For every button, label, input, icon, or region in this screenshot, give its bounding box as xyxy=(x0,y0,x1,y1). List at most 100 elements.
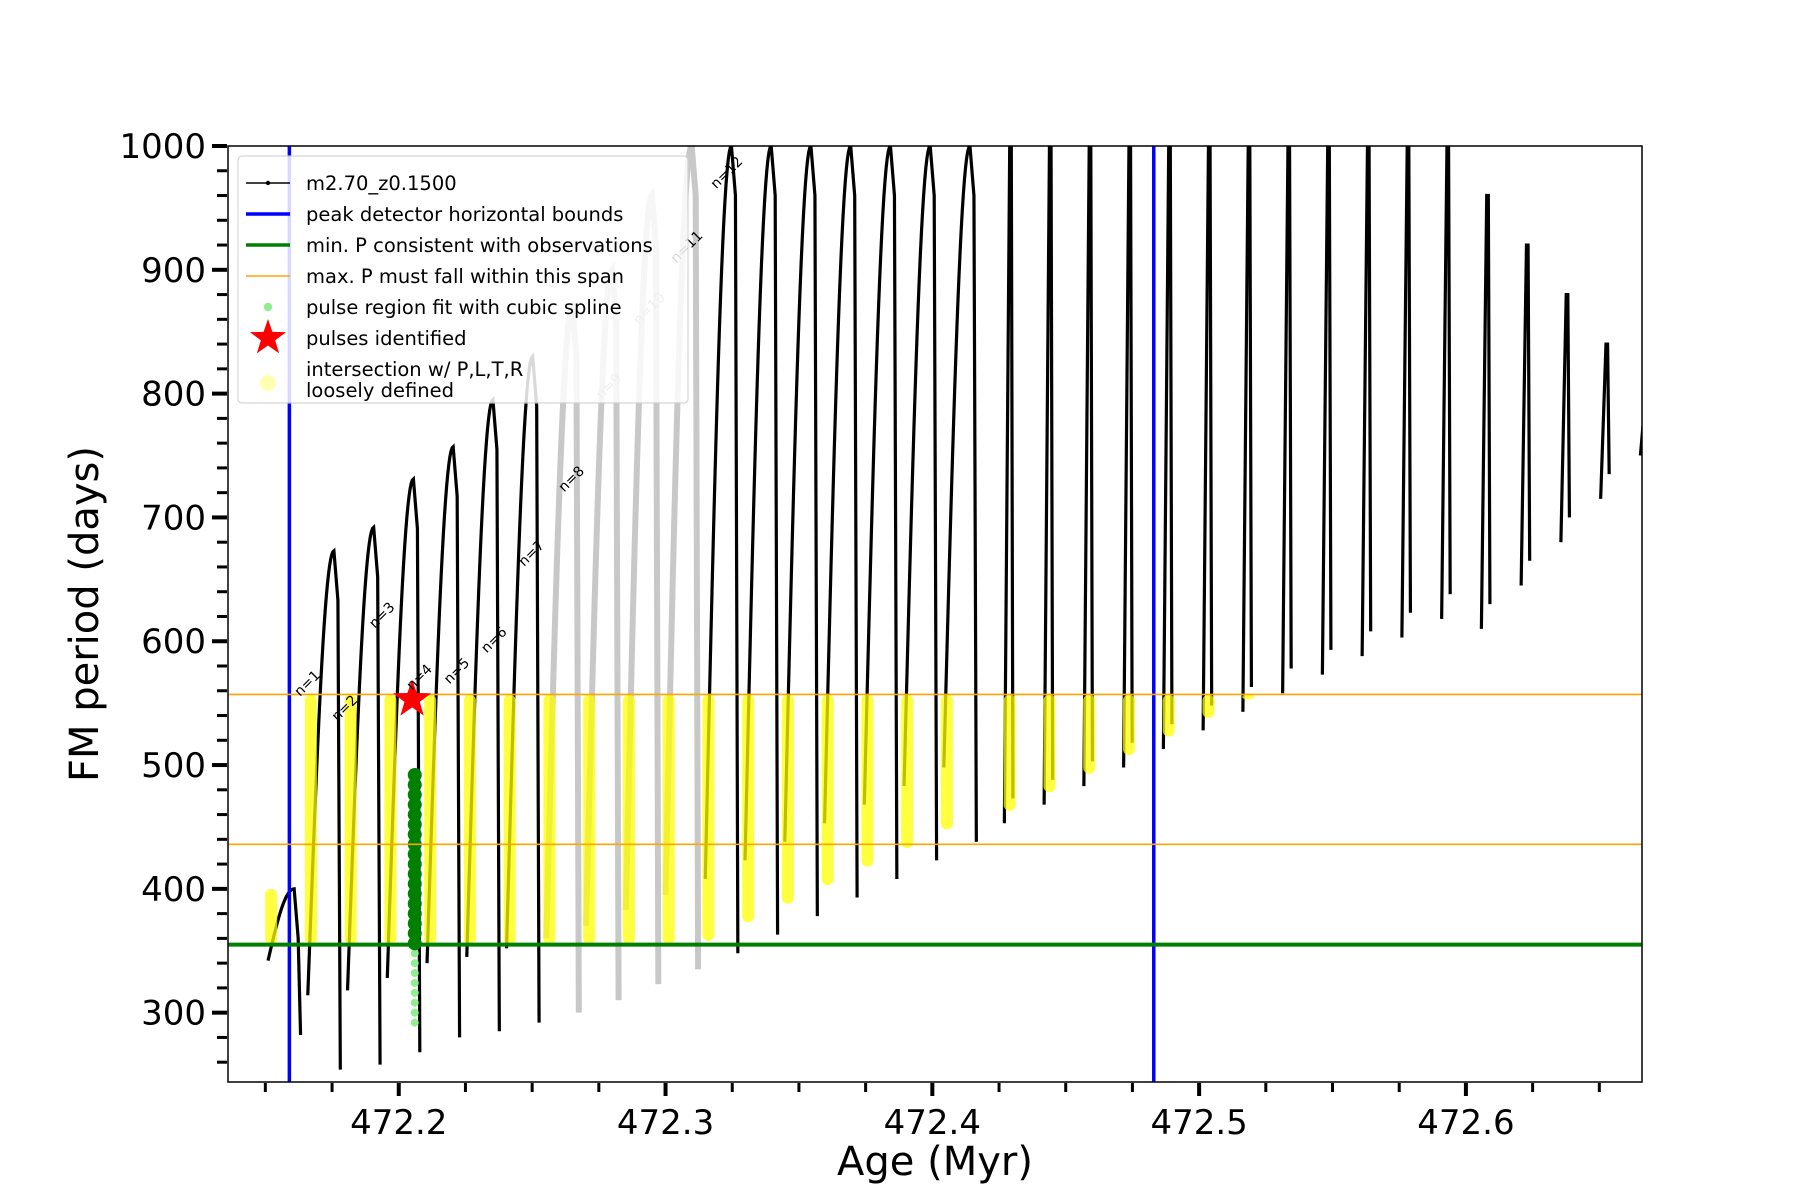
pulse-track-line xyxy=(942,146,978,842)
pulse-track-line xyxy=(1360,146,1373,657)
legend-entry: pulse region fit with cubic spline xyxy=(263,296,622,319)
pulse-track xyxy=(1599,342,1611,499)
y-tick-label: 500 xyxy=(141,746,206,786)
guide-layer xyxy=(228,146,1642,1082)
pulse-track-line xyxy=(822,146,859,898)
pulse-track xyxy=(1161,146,1175,749)
spline-point xyxy=(410,988,419,997)
x-tick-label: 472.2 xyxy=(350,1103,447,1143)
plot-frame xyxy=(227,145,1643,1083)
y-tick-label: 600 xyxy=(141,622,206,662)
intersection-band xyxy=(1003,694,1016,811)
pulse-track-line xyxy=(1479,193,1492,629)
spline-point xyxy=(407,867,422,881)
legend-label: pulses identified xyxy=(306,327,467,350)
pulse-track-line xyxy=(1760,301,1769,542)
pulse-track xyxy=(1479,193,1492,629)
pulse-track xyxy=(1760,301,1769,542)
x-tick-label: 472.3 xyxy=(617,1103,714,1143)
intersection-band xyxy=(384,694,397,945)
pulse-track-line xyxy=(743,146,780,935)
intersection-band xyxy=(622,694,635,945)
pulse-identified-star xyxy=(393,679,432,716)
intersection-band xyxy=(702,694,715,941)
pulse-track xyxy=(901,146,939,861)
legend-entry: m2.70_z0.1500 xyxy=(246,172,457,195)
y-tick-label: 1000 xyxy=(119,127,206,167)
intersection-band xyxy=(662,694,675,945)
pulse-track xyxy=(1281,146,1293,694)
intersection-band xyxy=(821,694,834,886)
pulse-track xyxy=(1680,387,1689,443)
pulse-track xyxy=(424,443,462,1038)
pulse-track-line xyxy=(1161,146,1174,749)
pulse-track-line xyxy=(1042,146,1055,805)
intersection-band xyxy=(1162,694,1175,737)
legend-swatch xyxy=(263,302,273,312)
pulse-track-line xyxy=(1519,243,1532,586)
spline-point xyxy=(407,847,422,862)
intersection-band xyxy=(1202,694,1215,718)
spline-point xyxy=(410,949,419,958)
pulse-track-line xyxy=(1599,342,1611,499)
pulse-track xyxy=(1122,146,1135,768)
pulse-track xyxy=(861,146,899,879)
spline-point xyxy=(407,926,422,941)
pulse-track-line xyxy=(1720,344,1729,493)
y-tick-label: 300 xyxy=(141,994,206,1034)
pulse-track-line xyxy=(783,146,819,917)
intersection-band xyxy=(861,694,874,867)
spline-point xyxy=(407,857,422,872)
intersection-band xyxy=(781,694,794,904)
y-tick-label: 400 xyxy=(141,870,206,910)
x-axis-label: Age (Myr) xyxy=(837,1139,1033,1185)
pulse-track xyxy=(1400,146,1413,638)
legend-entry: pulses identified xyxy=(249,319,467,354)
pulse-track-line xyxy=(1281,146,1293,694)
pulse-track xyxy=(1042,146,1056,805)
spline-point xyxy=(407,876,422,891)
pulse-track-line xyxy=(1440,146,1452,619)
intersection-band xyxy=(344,694,357,945)
x-tick-label: 472.6 xyxy=(1417,1103,1514,1143)
intersection-band xyxy=(742,694,755,923)
pulse-track xyxy=(1002,146,1016,824)
pulse-track xyxy=(821,146,859,898)
legend-swatch-dot xyxy=(265,180,271,186)
pulse-track xyxy=(702,146,740,954)
legend-swatch xyxy=(249,319,287,354)
pulse-track xyxy=(781,146,819,917)
spline-point xyxy=(407,916,422,931)
pulse-track xyxy=(940,146,978,842)
pulse-track-line xyxy=(1320,146,1333,675)
y-axis-label: FM period (days) xyxy=(62,446,108,782)
pulse-track xyxy=(384,475,422,1053)
pulse-track xyxy=(1519,243,1532,586)
intersection-band xyxy=(1122,694,1135,756)
y-tick-label: 800 xyxy=(141,375,206,415)
spline-point xyxy=(410,969,419,978)
pulse-track xyxy=(1241,146,1255,712)
pulse-track xyxy=(463,396,501,1032)
legend-entry: peak detector horizontal bounds xyxy=(246,203,623,226)
legend-label: pulse region fit with cubic spline xyxy=(306,296,622,319)
pulse-track-line xyxy=(1400,146,1413,638)
legend-label: m2.70_z0.1500 xyxy=(306,172,457,195)
legend-label: peak detector horizontal bounds xyxy=(306,203,623,226)
spline-point xyxy=(407,807,422,822)
pulse-track-line xyxy=(1680,387,1689,443)
pulse-track-line xyxy=(902,146,939,861)
pulse-track-line xyxy=(1122,146,1134,768)
pulse-track-line xyxy=(1241,146,1254,712)
intersection-band xyxy=(463,694,476,945)
pulse-track xyxy=(1559,292,1572,543)
pulse-track-line xyxy=(1559,292,1572,543)
spline-point xyxy=(407,827,422,842)
pulse-track-line xyxy=(862,146,899,879)
legend-box xyxy=(237,155,689,404)
legend-entry: loosely defined xyxy=(306,379,454,402)
intersection-band xyxy=(583,694,596,945)
spline-point xyxy=(407,787,422,802)
